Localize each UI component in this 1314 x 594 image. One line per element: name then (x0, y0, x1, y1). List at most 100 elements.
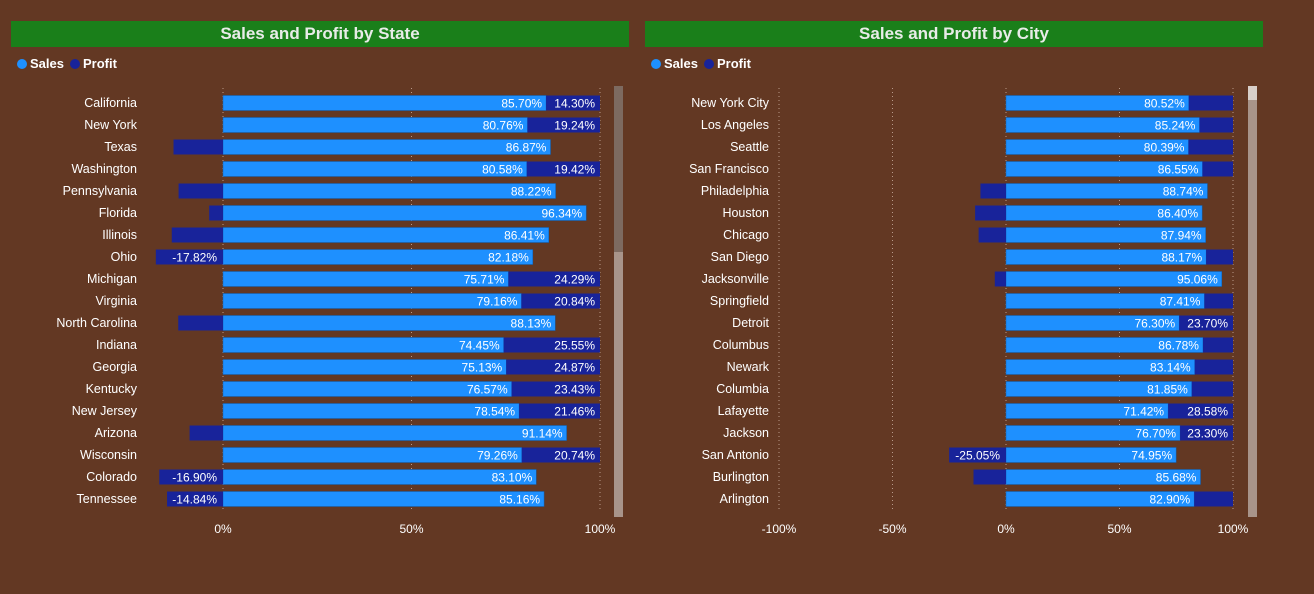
scrollbar-track[interactable] (1248, 86, 1257, 517)
sales-data-label: 79.16% (477, 295, 518, 309)
sales-data-label: 75.13% (462, 361, 503, 375)
sales-data-label: 80.52% (1144, 97, 1185, 111)
legend-item-profit[interactable]: Profit (703, 56, 751, 71)
profit-bar[interactable] (1194, 359, 1233, 375)
sales-bar[interactable] (1005, 293, 1205, 309)
profit-bar[interactable] (1202, 337, 1233, 353)
profit-bar[interactable] (159, 469, 223, 485)
sales-bar[interactable] (222, 183, 556, 199)
category-label: Seattle (730, 140, 769, 154)
category-label: Houston (722, 206, 769, 220)
profit-bar[interactable] (1179, 315, 1233, 331)
profit-data-label: 28.58% (1187, 405, 1228, 419)
sales-data-label: 87.94% (1161, 229, 1202, 243)
sales-bar[interactable] (222, 249, 534, 265)
category-label: Arizona (95, 426, 137, 440)
sales-data-label: 86.41% (504, 229, 545, 243)
profit-bar[interactable] (1202, 161, 1233, 177)
profit-bar[interactable] (1191, 381, 1233, 397)
profit-bar[interactable] (171, 227, 223, 243)
profit-bar[interactable] (949, 447, 1006, 463)
sales-bar[interactable] (222, 95, 547, 111)
category-label: Kentucky (86, 382, 138, 396)
profit-bar[interactable] (527, 117, 600, 133)
profit-bar[interactable] (526, 161, 600, 177)
profit-bar[interactable] (1194, 491, 1233, 507)
profit-bar[interactable] (178, 183, 223, 199)
sales-bar[interactable] (222, 315, 556, 331)
sales-data-label: 80.76% (483, 119, 524, 133)
category-label: New York City (691, 96, 770, 110)
profit-bar[interactable] (980, 183, 1006, 199)
profit-dot-icon (69, 58, 80, 69)
profit-bar[interactable] (519, 403, 600, 419)
sales-data-label: 76.30% (1134, 317, 1175, 331)
profit-bar[interactable] (209, 205, 223, 221)
profit-bar[interactable] (1168, 403, 1233, 419)
scrollbar-track[interactable] (614, 86, 623, 517)
sales-data-label: 74.95% (1131, 449, 1172, 463)
scrollbar-thumb[interactable] (1248, 86, 1257, 100)
sales-bar[interactable] (222, 491, 545, 507)
profit-bar[interactable] (973, 469, 1006, 485)
sales-bar[interactable] (222, 469, 537, 485)
category-label: Philadelphia (701, 184, 769, 198)
sales-bar[interactable] (222, 425, 567, 441)
profit-data-label: 25.55% (554, 339, 595, 353)
scrollbar-thumb[interactable] (614, 86, 623, 252)
sales-data-label: 95.06% (1177, 273, 1218, 287)
category-label: Jackson (723, 426, 769, 440)
profit-bar[interactable] (1199, 117, 1233, 133)
profit-bar[interactable] (546, 95, 600, 111)
profit-bar[interactable] (975, 205, 1006, 221)
category-label: Columbia (716, 382, 769, 396)
profit-bar[interactable] (173, 139, 223, 155)
profit-data-label: 21.46% (554, 405, 595, 419)
profit-bar[interactable] (506, 359, 600, 375)
sales-bar[interactable] (222, 205, 587, 221)
profit-bar[interactable] (1180, 425, 1233, 441)
legend-item-sales[interactable]: Sales (651, 56, 698, 71)
state-bar-chart: 0% 50% 100% California 85.70% 14.30% New York 8… (56, 88, 616, 536)
category-label: Tennessee (77, 492, 138, 506)
sales-data-label: 75.71% (464, 273, 505, 287)
profit-bar[interactable] (503, 337, 600, 353)
profit-bar[interactable] (994, 271, 1006, 287)
profit-bar[interactable] (521, 293, 600, 309)
sales-data-label: 81.85% (1147, 383, 1188, 397)
profit-bar[interactable] (1204, 293, 1233, 309)
category-label: Chicago (723, 228, 769, 242)
legend-item-profit[interactable]: Profit (69, 56, 117, 71)
profit-bar[interactable] (189, 425, 223, 441)
profit-bar[interactable] (1188, 95, 1233, 111)
profit-bar[interactable] (521, 447, 600, 463)
sales-bar[interactable] (222, 447, 523, 463)
profit-bar[interactable] (508, 271, 600, 287)
profit-bar[interactable] (178, 315, 223, 331)
profit-bar[interactable] (1188, 139, 1233, 155)
legend-item-sales[interactable]: Sales (17, 56, 64, 71)
profit-bar[interactable] (1206, 249, 1233, 265)
profit-bar[interactable] (167, 491, 223, 507)
profit-data-label: 23.43% (554, 383, 595, 397)
sales-bar[interactable] (222, 139, 551, 155)
sales-data-label: 85.70% (501, 97, 542, 111)
sales-data-label: 86.55% (1158, 163, 1199, 177)
legend-label: Profit (82, 56, 117, 71)
category-label: Lafayette (718, 404, 769, 418)
profit-bar[interactable] (511, 381, 600, 397)
x-tick-label: -50% (878, 522, 906, 536)
sales-data-label: 83.14% (1150, 361, 1191, 375)
profit-bar[interactable] (155, 249, 223, 265)
sales-data-label: 86.40% (1157, 207, 1198, 221)
profit-data-label: 20.84% (554, 295, 595, 309)
sales-data-label: 82.90% (1149, 493, 1190, 507)
profit-data-label: 19.42% (554, 163, 595, 177)
chart-legend: Sales Profit (651, 56, 757, 71)
sales-bar[interactable] (222, 227, 550, 243)
category-label: Georgia (93, 360, 138, 374)
profit-bar[interactable] (978, 227, 1006, 243)
sales-bar[interactable] (1005, 117, 1200, 133)
sales-data-label: 88.13% (511, 317, 552, 331)
category-label: Ohio (111, 250, 137, 264)
